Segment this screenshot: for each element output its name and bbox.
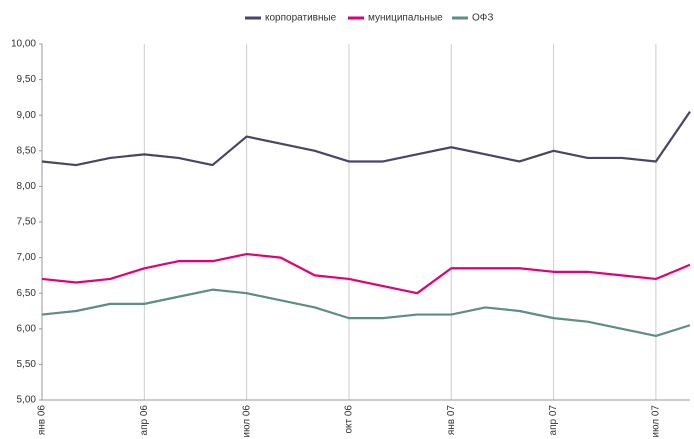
- y-tick-label: 9,50: [17, 74, 37, 85]
- x-tick-label: июл 06: [241, 405, 252, 438]
- y-tick-label: 9,00: [17, 110, 37, 121]
- y-tick-label: 6,50: [17, 288, 37, 299]
- legend-label: муниципальные: [368, 13, 443, 24]
- series-line: [41, 288, 691, 338]
- x-tick-label: апр 07: [548, 405, 559, 436]
- x-tick-label: окт 06: [344, 405, 355, 434]
- legend-label: ОФЗ: [472, 13, 493, 24]
- legend-label: корпоративные: [265, 13, 337, 24]
- x-tick-label: апр 06: [139, 405, 150, 436]
- y-tick-label: 6,00: [17, 323, 37, 334]
- y-tick-label: 10,00: [11, 39, 36, 50]
- y-tick-label: 7,50: [17, 217, 37, 228]
- x-tick-label: июл 07: [651, 405, 662, 438]
- series-line: [41, 252, 691, 295]
- series-line: [41, 111, 691, 167]
- y-tick-label: 5,00: [17, 395, 37, 406]
- y-tick-label: 5,50: [17, 359, 37, 370]
- y-tick-label: 7,00: [17, 252, 37, 263]
- x-tick-label: янв 06: [37, 405, 48, 436]
- y-tick-label: 8,00: [17, 181, 37, 192]
- y-tick-label: 8,50: [17, 145, 37, 156]
- x-tick-label: янв 07: [446, 405, 457, 436]
